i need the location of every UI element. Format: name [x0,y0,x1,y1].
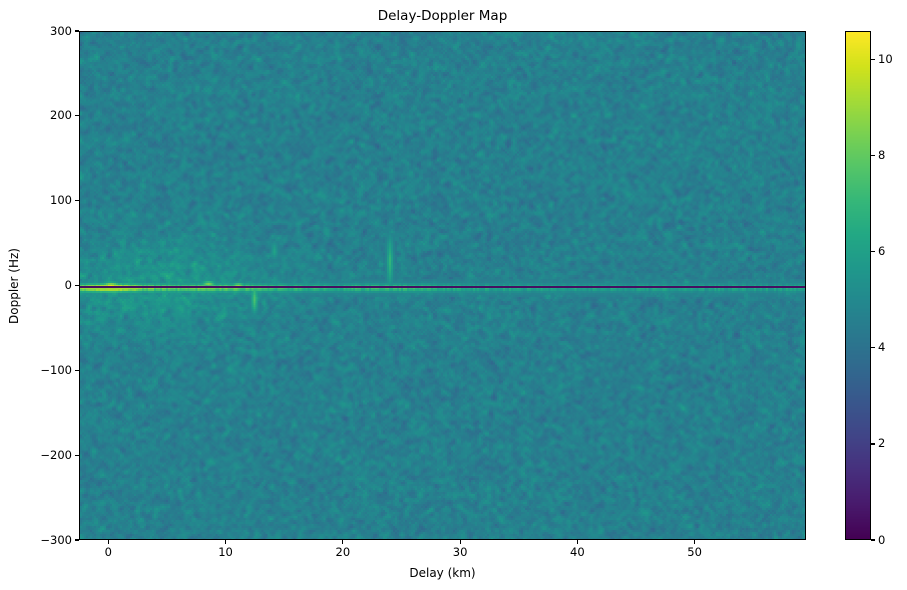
delay-doppler-heatmap-axes[interactable] [79,31,806,540]
y-tick-mark [75,369,79,371]
x-tick-mark [225,540,227,544]
heatmap-image [80,32,805,539]
y-axis-label-text: Doppler (Hz) [7,247,21,324]
colorbar-tick-label: 0 [878,532,886,547]
x-tick-label: 20 [335,545,351,559]
colorbar-tick-mark [871,155,875,157]
colorbar-tick-mark [871,443,875,445]
y-tick-label: 300 [50,23,72,38]
y-tick-mark [75,539,79,541]
y-tick-label: 100 [50,193,72,208]
x-tick-label: 40 [570,545,585,559]
colorbar-tick-label: 4 [878,340,886,355]
y-tick-mark [75,115,79,117]
y-tick-mark [75,454,79,456]
x-tick-label: 10 [218,545,233,559]
x-tick-mark [694,540,696,544]
x-tick-label: 30 [452,545,468,559]
colorbar-tick-label: 10 [878,52,893,67]
colorbar-tick-mark [871,251,875,253]
y-tick-mark [75,284,79,287]
y-tick-mark [75,30,79,32]
colorbar-tick-label: 2 [878,436,886,451]
y-tick-label: 0 [64,278,72,292]
y-tick-label: 200 [50,108,72,123]
x-tick-label: 0 [104,545,112,559]
colorbar-tick-label: 8 [878,148,886,163]
y-tick-label: −200 [40,447,72,462]
x-tick-mark [459,540,461,544]
x-tick-mark [342,540,344,544]
colorbar-tick-mark [871,347,875,349]
colorbar-tick-label: 6 [878,244,886,259]
y-tick-label: −300 [40,532,72,547]
colorbar-tick-mark [871,59,875,61]
x-tick-mark [107,540,109,544]
y-axis-label: Doppler (Hz) [6,31,22,540]
colorbar[interactable] [845,31,871,540]
y-tick-label: −100 [40,362,72,377]
x-tick-mark [576,540,578,544]
x-axis-label: Delay (km) [409,566,476,580]
colorbar-tick-mark [871,539,875,541]
colorbar-gradient [846,32,870,539]
y-tick-mark [75,200,79,202]
x-tick-label: 50 [687,545,702,559]
page-title: Delay-Doppler Map [377,8,508,24]
